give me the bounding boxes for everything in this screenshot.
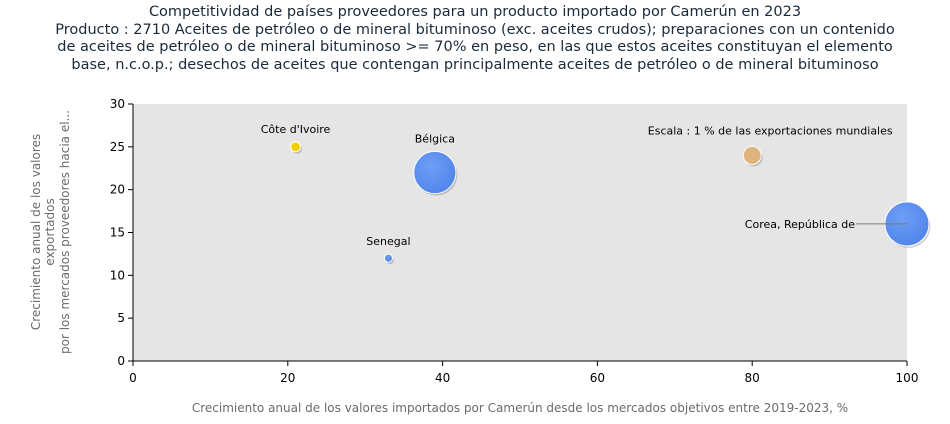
bubble-c-te-d-ivoire[interactable] [290, 141, 301, 153]
y-tick-label: 25 [110, 140, 125, 154]
y-tick-label: 5 [117, 311, 125, 325]
title-line-1: Competitividad de países proveedores par… [148, 4, 802, 20]
title-line-2: Producto : 2710 Aceites de petróleo o de… [55, 21, 895, 38]
y-tick-label: 10 [110, 268, 125, 282]
title-line-3: de aceites de petróleo o de mineral bitu… [57, 39, 893, 55]
x-axis-label: Crecimiento anual de los valores importa… [192, 401, 848, 415]
y-axis-label-line-2: exportados [43, 198, 57, 265]
y-axis-label-line-1: Crecimiento anual de los valores [29, 134, 43, 330]
y-tick-label: 20 [110, 183, 125, 197]
chart-title: Competitividad de países proveedores par… [0, 4, 950, 74]
title-line-4: base, n.c.o.p.; desechos de aceites que … [71, 56, 879, 73]
bubble-senegal[interactable] [383, 253, 393, 263]
x-tick-label: 0 [129, 371, 137, 385]
bubble-c-te-d-ivoire-label: Côte d'Ivoire [261, 123, 331, 136]
x-tick-label: 40 [435, 371, 450, 385]
plot-area [133, 104, 907, 361]
bubble-b-lgica-label: Bélgica [415, 132, 455, 145]
x-tick-label: 80 [745, 371, 760, 385]
bubble-b-lgica[interactable] [413, 150, 457, 195]
y-tick-label: 15 [110, 226, 125, 240]
bubble-senegal-label: Senegal [366, 235, 410, 248]
x-tick-label: 60 [590, 371, 605, 385]
scale-reference-bubble[interactable] [742, 145, 762, 165]
x-tick-label: 20 [280, 371, 295, 385]
y-axis-label-line-3: por los mercados proveedores hacia el... [58, 110, 72, 354]
y-tick-label: 0 [117, 354, 125, 368]
y-tick-label: 30 [110, 97, 125, 111]
x-tick-label: 100 [896, 371, 919, 385]
bubble-corea-rep-blica-de-label: Corea, República de [745, 218, 855, 231]
scale-reference-label: Escala : 1 % de las exportaciones mundia… [648, 124, 893, 137]
